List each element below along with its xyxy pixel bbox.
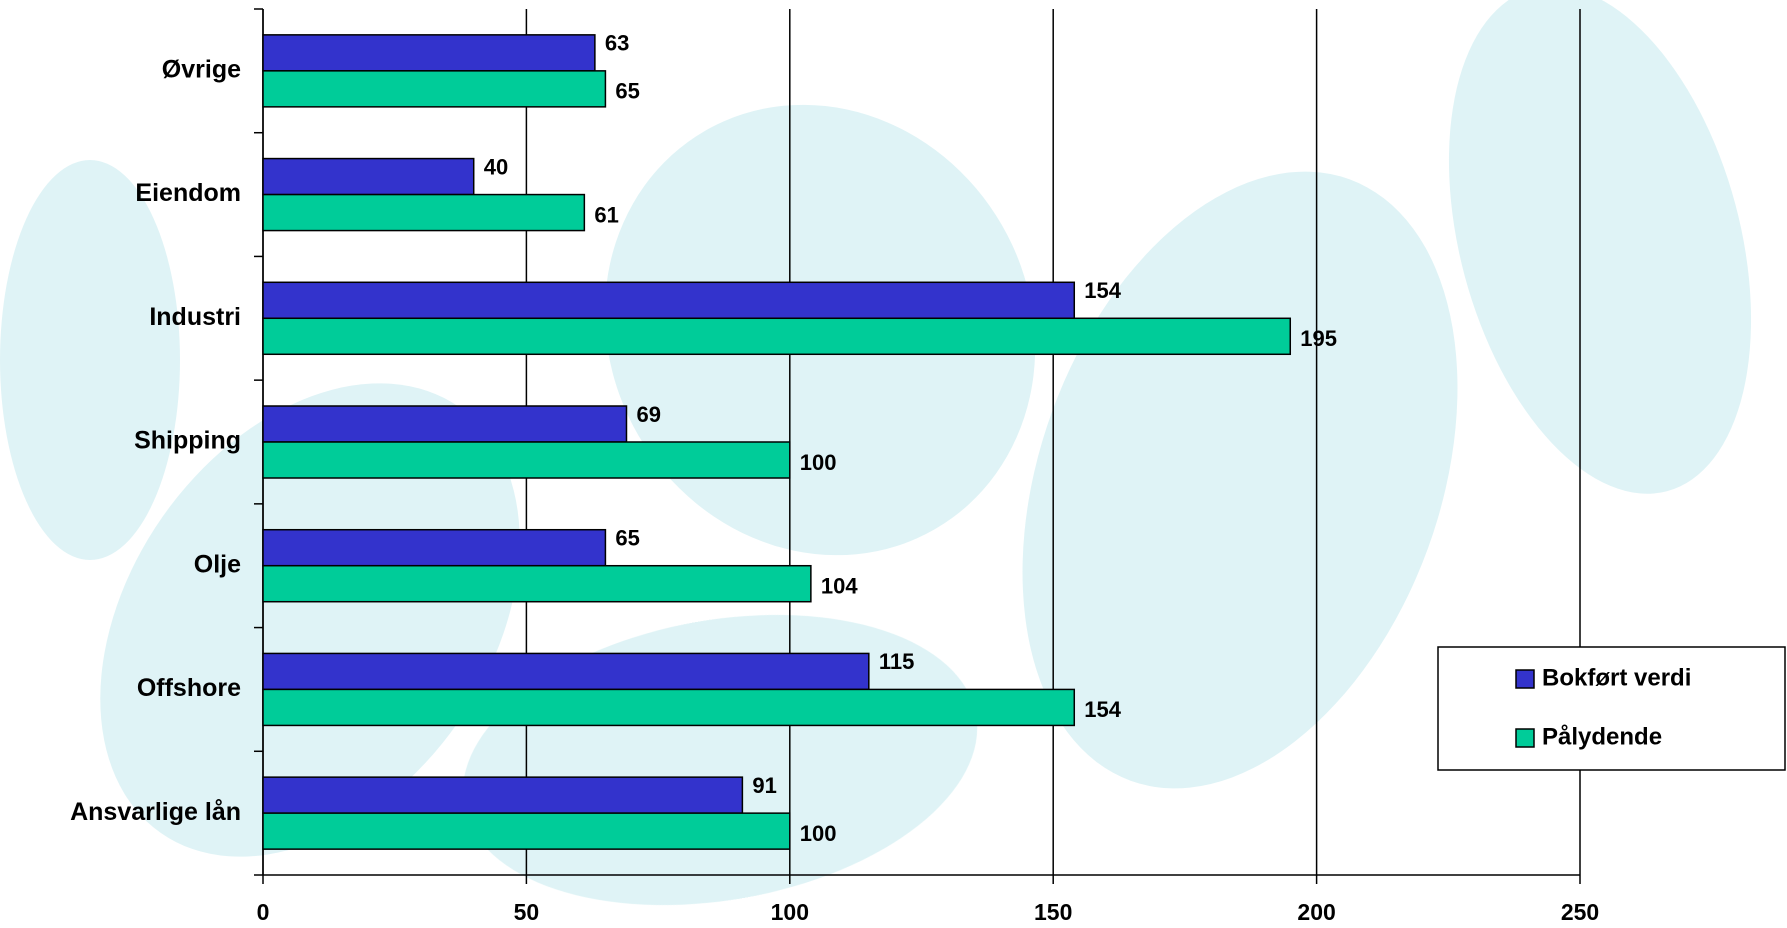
bar <box>262 652 870 691</box>
value-label: 104 <box>821 574 858 599</box>
bar <box>262 193 586 232</box>
value-label: 40 <box>484 154 508 179</box>
bar <box>262 528 607 567</box>
x-tick-label: 200 <box>1297 899 1335 925</box>
value-label: 154 <box>1084 697 1121 722</box>
bar <box>262 34 596 72</box>
value-label: 63 <box>605 31 629 56</box>
bar <box>262 405 628 443</box>
x-tick-label: 100 <box>771 899 809 925</box>
bar <box>262 776 744 814</box>
bar <box>262 441 791 479</box>
y-tick-label: Shipping <box>134 427 241 455</box>
value-label: 65 <box>615 526 639 551</box>
value-label: 100 <box>800 450 837 475</box>
legend-swatch <box>1515 669 1535 689</box>
value-label: 91 <box>752 773 776 798</box>
value-label: 195 <box>1300 326 1337 351</box>
bar <box>262 688 1076 727</box>
bar <box>262 564 812 603</box>
x-tick-label: 0 <box>257 899 270 925</box>
value-label: 115 <box>879 649 915 674</box>
legend-label: Pålydende <box>1542 723 1662 750</box>
value-label: 69 <box>636 402 660 427</box>
legend-label: Bokført verdi <box>1542 664 1691 691</box>
y-tick-label: Ansvarlige lån <box>70 798 241 826</box>
y-tick-label: Øvrige <box>162 55 241 83</box>
value-label: 100 <box>800 821 837 846</box>
bar <box>262 281 1076 320</box>
x-tick-label: 50 <box>514 899 540 925</box>
x-tick-label: 150 <box>1034 899 1072 925</box>
y-tick-label: Offshore <box>137 674 241 702</box>
value-label: 65 <box>615 79 639 104</box>
y-tick-label: Olje <box>194 550 241 578</box>
bar <box>262 157 475 196</box>
y-tick-label: Industri <box>149 303 241 331</box>
bar <box>262 70 607 108</box>
x-tick-label: 250 <box>1561 899 1599 925</box>
value-label: 61 <box>594 202 618 227</box>
y-tick-label: Eiendom <box>135 179 241 207</box>
bar <box>262 317 1292 356</box>
legend-box <box>1437 646 1786 771</box>
legend-swatch <box>1515 728 1535 748</box>
bar <box>262 812 791 850</box>
value-label: 154 <box>1084 278 1121 303</box>
